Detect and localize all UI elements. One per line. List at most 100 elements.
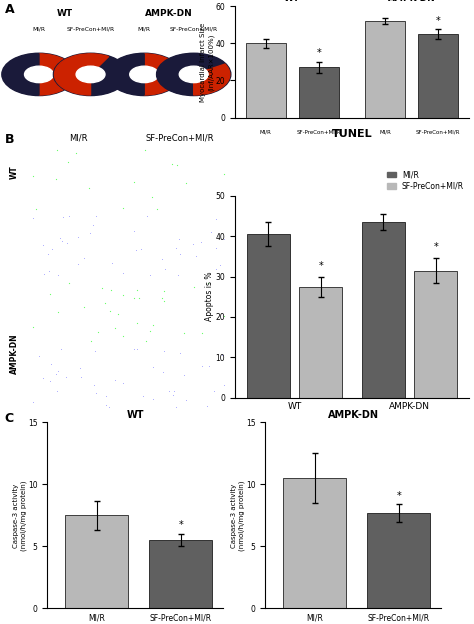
Circle shape <box>130 66 159 82</box>
Point <box>46 289 53 299</box>
Text: *: * <box>178 520 183 530</box>
Point <box>182 396 190 406</box>
Point <box>150 320 157 330</box>
Point <box>170 390 177 400</box>
Point <box>133 318 141 328</box>
Circle shape <box>107 53 182 95</box>
Wedge shape <box>55 54 109 95</box>
Point <box>65 212 73 222</box>
Point <box>212 215 220 225</box>
Bar <box>149 540 212 608</box>
Point <box>182 178 190 188</box>
Point <box>130 293 137 303</box>
Point <box>119 268 127 278</box>
Bar <box>299 67 339 117</box>
Point <box>168 158 175 168</box>
Text: MI/R: MI/R <box>33 26 46 31</box>
Point <box>29 397 37 407</box>
Point <box>115 309 122 319</box>
Wedge shape <box>108 54 144 95</box>
Point <box>57 344 65 354</box>
Point <box>174 270 182 280</box>
Point <box>44 249 52 259</box>
Circle shape <box>54 53 128 95</box>
Point <box>189 239 196 249</box>
Text: SF-PreCon+MI/R: SF-PreCon+MI/R <box>66 26 115 31</box>
Point <box>139 391 146 401</box>
Y-axis label: Apoptos is %: Apoptos is % <box>205 272 214 321</box>
Point <box>133 344 141 354</box>
Bar <box>367 513 430 608</box>
Text: WT: WT <box>10 165 18 179</box>
Point <box>59 212 67 222</box>
Text: MI/R: MI/R <box>379 130 391 135</box>
Point <box>142 145 149 155</box>
Text: *: * <box>317 48 321 58</box>
Title: WT: WT <box>127 411 144 421</box>
Point <box>102 391 110 401</box>
Y-axis label: Myocardial Infarct Size
(Inf/AAR×100%): Myocardial Infarct Size (Inf/AAR×100%) <box>201 22 214 102</box>
Point <box>29 322 37 332</box>
Point <box>54 307 62 317</box>
Text: TUNEL: TUNEL <box>332 129 372 139</box>
Text: MI/R: MI/R <box>70 134 88 142</box>
Point <box>165 386 173 396</box>
Point <box>64 157 71 167</box>
Point <box>119 290 127 300</box>
Text: SF-PreCon+MI/R: SF-PreCon+MI/R <box>297 130 341 135</box>
Bar <box>365 21 405 117</box>
Point <box>137 244 145 254</box>
Point <box>130 344 137 354</box>
Point <box>106 402 113 412</box>
Point <box>107 306 114 316</box>
Point <box>98 283 106 293</box>
Point <box>175 234 183 244</box>
Point <box>207 227 215 237</box>
Circle shape <box>25 66 54 82</box>
Point <box>119 203 127 213</box>
Point <box>46 376 54 386</box>
Wedge shape <box>39 54 75 95</box>
Point <box>159 367 167 377</box>
Point <box>72 148 80 158</box>
Text: MI/R: MI/R <box>260 130 272 135</box>
Bar <box>246 234 290 397</box>
Point <box>46 266 53 276</box>
Text: AMPK-DN: AMPK-DN <box>388 0 436 2</box>
Wedge shape <box>144 54 180 95</box>
Point <box>92 212 100 222</box>
Point <box>63 238 71 248</box>
Point <box>203 401 211 411</box>
Point <box>133 285 140 295</box>
Text: MI/R: MI/R <box>137 26 151 31</box>
Point <box>111 323 118 333</box>
Circle shape <box>179 66 208 82</box>
Point <box>217 260 224 270</box>
Point <box>172 402 180 412</box>
Text: WT: WT <box>284 0 301 2</box>
Point <box>100 298 108 308</box>
Point <box>90 220 97 230</box>
Text: *: * <box>433 242 438 252</box>
Point <box>161 346 168 356</box>
Point <box>197 238 205 248</box>
Point <box>80 303 87 313</box>
Point <box>32 204 39 214</box>
Point <box>53 174 60 184</box>
Point <box>220 234 228 244</box>
Point <box>220 381 228 391</box>
Point <box>205 361 212 371</box>
Point <box>148 192 156 202</box>
Text: AMPK-DN: AMPK-DN <box>10 334 18 374</box>
Bar <box>300 286 342 397</box>
Point <box>119 378 127 388</box>
Point <box>56 233 64 243</box>
Text: *: * <box>396 490 401 500</box>
Point <box>119 331 127 341</box>
Point <box>212 265 220 275</box>
Point <box>173 160 181 170</box>
Point <box>161 286 168 296</box>
Point <box>181 328 188 338</box>
Point <box>146 326 154 336</box>
Point <box>81 253 88 263</box>
